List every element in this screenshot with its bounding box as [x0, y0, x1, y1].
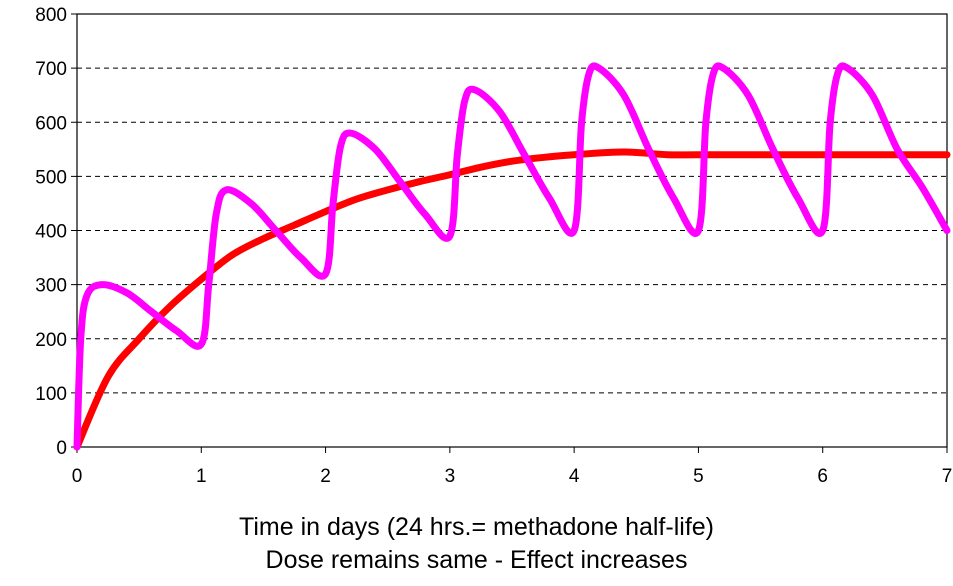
y-tick-label-700: 700: [35, 59, 67, 80]
line-chart: 0 1 2 3 4 5 6 7 0 100 200 300 400 500 600 700 800: [35, 5, 953, 487]
y-tick-label-100: 100: [35, 384, 67, 405]
x-tick-label-3: 3: [445, 466, 456, 487]
x-axis-label-line-2: Dose remains same - Effect increases: [265, 546, 688, 574]
y-tick-label-400: 400: [35, 222, 67, 243]
x-tick-label-7: 7: [942, 466, 953, 487]
x-tick-label-0: 0: [72, 466, 83, 487]
x-tick-label-6: 6: [817, 466, 828, 487]
y-tick-label-0: 0: [56, 438, 67, 459]
y-tick-label-600: 600: [35, 113, 67, 134]
series-layer: [73, 62, 951, 451]
x-axis-label-line-1: Time in days (24 hrs.= methadone half-li…: [239, 513, 714, 541]
gridlines: [77, 67, 947, 394]
x-tick-label-1: 1: [196, 466, 207, 487]
x-tick-label-5: 5: [693, 466, 704, 487]
y-tick-label-200: 200: [35, 330, 67, 351]
y-tick-label-300: 300: [35, 276, 67, 297]
series-line-2: [73, 62, 951, 451]
y-tick-label-800: 800: [35, 5, 67, 26]
y-axis: 0 100 200 300 400 500 600 700 800: [35, 5, 77, 459]
x-tick-label-4: 4: [569, 466, 580, 487]
y-tick-label-500: 500: [35, 167, 67, 188]
x-axis: 0 1 2 3 4 5 6 7: [72, 447, 953, 487]
x-tick-label-2: 2: [320, 466, 331, 487]
